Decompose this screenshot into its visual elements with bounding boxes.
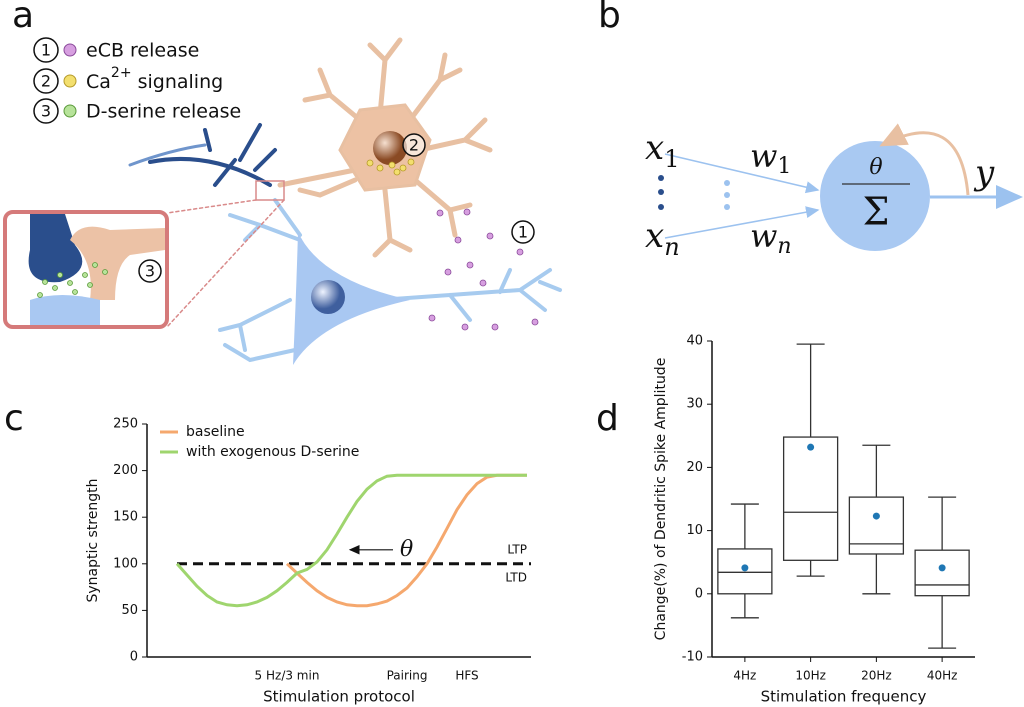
sum: Σ [863,190,890,234]
y-tick-label: 100 [113,556,138,571]
legend-label: baseline [186,424,245,440]
y-tick-label: 10 [686,523,703,538]
box [914,549,970,597]
y-tick-label: 50 [121,603,138,618]
panel-label: a [12,0,34,36]
number-circle [138,259,162,283]
y-tick-label: 40 [686,334,703,349]
y-tick-label: 0 [130,650,138,665]
y-tick-label: 150 [113,510,138,525]
y-tick-label: 30 [686,397,703,412]
x-tick-label: 20Hz [861,669,892,683]
weight-label: w1 [750,137,791,180]
series-line [285,473,527,608]
number: 3 [145,262,155,281]
box [848,496,905,555]
illustration-a [3,37,562,365]
number: 3 [41,102,51,121]
symbol: x [645,128,664,168]
number: 2 [41,72,51,91]
y-axis-label: Synaptic strength [85,478,101,602]
mean [807,443,815,451]
index: n [777,234,791,259]
mean [938,564,946,572]
index: n [664,233,679,261]
threshold-label: LTD [505,570,527,584]
panel-label: d [596,398,619,439]
output: y [973,153,995,193]
series-line [175,473,527,608]
symbol: w [750,217,777,255]
number: 1 [518,223,528,242]
legend-label: eCB release [86,40,199,62]
symbol: w [750,137,777,175]
threshold-label: LTP [507,542,527,556]
x-axis-label: Stimulation protocol [263,688,415,706]
index: 1 [777,154,791,179]
input-label: xn [645,216,680,261]
legend-label: D-serine release [86,101,241,123]
y-tick-label: -10 [682,650,703,665]
legend-label: Ca [86,71,111,93]
x-axis-label: Stimulation frequency [761,688,927,706]
legend-label: signaling [132,71,224,93]
weight-label: wn [750,217,792,260]
y-tick-label: 0 [695,586,703,601]
perceptron [658,123,1023,251]
legend-label: Ca2+ signaling [86,65,223,93]
mean [872,512,880,520]
x-tick-label: 10Hz [795,669,826,683]
number: 2 [409,136,419,155]
box [782,436,839,561]
mean [741,564,749,572]
threshold: θ [869,155,882,180]
y-tick-label: 200 [113,463,138,478]
number-circle [511,220,535,244]
y-tick-label: 20 [686,460,703,475]
y-tick-label: 250 [113,417,138,432]
input-label: x1 [645,128,679,173]
panel-label: c [4,398,24,439]
superscript: 2+ [111,65,132,81]
symbol: x [645,216,664,256]
legend-label: with exogenous D-serine [186,444,359,460]
x-tick-label: 5 Hz/3 min [255,669,320,683]
x-tick-label: HFS [455,669,478,683]
panel-label: b [598,0,621,36]
x-tick-label: 40Hz [927,669,958,683]
annotation: θ [400,537,413,562]
x-tick-label: Pairing [387,669,428,683]
box [717,548,773,595]
number: 1 [41,41,51,60]
y-axis-label: Change(%) of Dendritic Spike Amplitude [653,358,669,641]
legend-a [33,37,77,124]
index: 1 [664,145,679,173]
number-circle [402,133,426,157]
x-tick-label: 4Hz [733,669,756,683]
